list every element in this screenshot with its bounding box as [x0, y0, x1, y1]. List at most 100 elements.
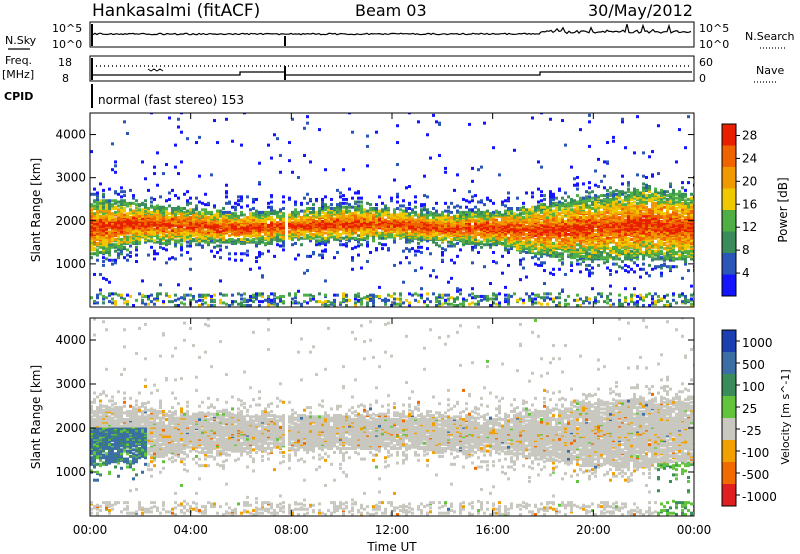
echo-cell: [174, 207, 177, 210]
echo-cell: [474, 234, 477, 238]
echo-cell: [324, 195, 327, 199]
echo-cell: [147, 213, 150, 217]
echo-cell: [147, 230, 150, 234]
echo-cell: [429, 274, 432, 278]
echo-cell: [270, 200, 273, 204]
echo-cell: [471, 227, 474, 231]
echo-cell: [174, 304, 177, 307]
echo-cell: [366, 240, 369, 244]
echo-cell: [381, 208, 384, 212]
echo-cell: [456, 204, 459, 208]
echo-cell: [165, 199, 168, 203]
echo-cell: [168, 239, 171, 243]
echo-cell: [102, 260, 105, 264]
echo-cell: [558, 187, 561, 191]
echo-cell: [549, 250, 552, 254]
echo-cell: [564, 298, 567, 302]
echo-cell: [171, 228, 174, 232]
echo-cell: [402, 249, 405, 253]
echo-cell: [474, 218, 477, 222]
echo-cell: [549, 200, 552, 204]
echo-cell: [396, 195, 399, 199]
echo-cell: [276, 223, 279, 227]
echo-cell: [492, 301, 495, 305]
echo-cell: [558, 212, 561, 216]
echo-cell: [96, 250, 99, 254]
echo-cell: [360, 300, 363, 304]
echo-cell: [111, 207, 114, 210]
echo-cell: [282, 244, 285, 248]
echo-cell: [303, 212, 306, 216]
echo-cell: [315, 219, 318, 223]
echo-cell: [555, 243, 558, 247]
echo-cell: [366, 297, 369, 301]
echo-cell: [294, 257, 297, 261]
echo-cell: [579, 196, 582, 200]
echo-cell: [303, 293, 306, 297]
echo-cell: [396, 141, 399, 145]
echo-cell: [423, 194, 426, 198]
echo-cell: [540, 190, 543, 194]
echo-cell: [342, 209, 345, 213]
echo-cell: [300, 219, 303, 223]
echo-cell: [321, 219, 324, 223]
echo-cell: [384, 236, 387, 240]
echo-cell: [147, 297, 150, 301]
echo-cell: [384, 228, 387, 232]
echo-cell: [360, 297, 363, 301]
echo-cell: [171, 256, 174, 260]
echo-cell: [597, 230, 600, 234]
echo-cell: [108, 230, 111, 234]
echo-cell: [183, 230, 186, 234]
echo-cell: [588, 186, 591, 190]
echo-cell: [489, 282, 492, 286]
echo-cell: [561, 214, 564, 218]
echo-cell: [123, 256, 126, 260]
echo-cell: [261, 274, 264, 278]
echo-cell: [570, 269, 573, 273]
echo-cell: [339, 227, 342, 231]
echo-cell: [135, 260, 138, 264]
echo-cell: [543, 219, 546, 223]
echo-cell: [462, 243, 465, 247]
echo-cell: [360, 208, 363, 212]
echo-cell: [558, 258, 561, 262]
echo-cell: [273, 133, 276, 137]
echo-cell: [387, 293, 390, 297]
echo-cell: [351, 247, 354, 251]
echo-cell: [468, 190, 471, 194]
echo-cell: [141, 210, 144, 214]
echo-cell: [501, 241, 504, 245]
echo-cell: [408, 304, 411, 307]
echo-cell: [282, 195, 285, 199]
echo-cell: [591, 221, 594, 225]
echo-cell: [270, 231, 273, 235]
echo-cell: [228, 234, 231, 238]
echo-cell: [543, 216, 546, 220]
echo-cell: [342, 217, 345, 221]
echo-cell: [324, 279, 327, 283]
echo-cell: [447, 293, 450, 297]
echo-cell: [420, 208, 423, 212]
echo-cell: [123, 120, 126, 124]
echo-cell: [330, 301, 333, 305]
echo-cell: [594, 169, 597, 173]
echo-cell: [303, 300, 306, 304]
echo-cell: [522, 205, 525, 209]
echo-cell: [141, 293, 144, 297]
echo-cell: [411, 208, 414, 212]
echo-cell: [444, 209, 447, 213]
echo-cell: [495, 209, 498, 213]
echo-cell: [144, 227, 147, 231]
echo-cell: [531, 256, 534, 260]
echo-cell: [282, 200, 285, 204]
echo-cell: [543, 261, 546, 265]
echo-cell: [180, 238, 183, 242]
echo-cell: [252, 222, 255, 226]
echo-cell: [552, 250, 555, 254]
echo-cell: [201, 212, 204, 216]
echo-cell: [225, 302, 228, 306]
echo-cell: [567, 302, 570, 306]
echo-cell: [513, 218, 516, 222]
echo-cell: [411, 222, 414, 226]
